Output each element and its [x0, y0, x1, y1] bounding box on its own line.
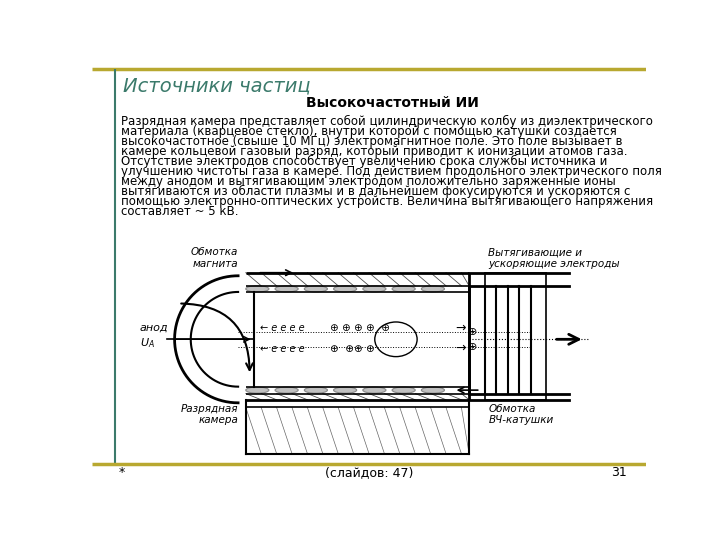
Text: ⊕ ⊕ ⊕ ⊕  ⊕: ⊕ ⊕ ⊕ ⊕ ⊕	[330, 323, 390, 333]
Text: Разрядная
камера: Разрядная камера	[181, 403, 238, 425]
Text: 31: 31	[611, 467, 627, 480]
Ellipse shape	[333, 286, 356, 292]
Text: высокочастотное (свыше 10 МГц) электромагнитное поле. Это поле вызывает в: высокочастотное (свыше 10 МГц) электрома…	[121, 135, 623, 148]
Text: →: →	[455, 321, 466, 334]
Text: анод: анод	[140, 323, 168, 333]
Text: Отсутствие электродов способствует увеличению срока службы источника и: Отсутствие электродов способствует увели…	[121, 155, 608, 168]
Ellipse shape	[275, 286, 298, 292]
Text: ⊕: ⊕	[468, 327, 477, 336]
Text: ← e e e e: ← e e e e	[260, 323, 305, 333]
Text: (слайдов: 47): (слайдов: 47)	[325, 467, 413, 480]
Text: →: →	[455, 342, 466, 355]
Ellipse shape	[421, 286, 444, 292]
Text: камере кольцевой газовый разряд, который приводит к ионизации атомов газа.: камере кольцевой газовый разряд, который…	[121, 145, 628, 158]
Ellipse shape	[305, 387, 328, 393]
Text: $U_A$: $U_A$	[140, 336, 155, 350]
Text: материала (кварцевое стекло), внутри которой с помощью катушки создается: материала (кварцевое стекло), внутри кот…	[121, 125, 617, 138]
Text: Обмотка
магнита: Обмотка магнита	[191, 247, 238, 269]
Ellipse shape	[363, 387, 386, 393]
Text: вытягиваются из области плазмы и в дальнейшем фокусируются и ускоряются с: вытягиваются из области плазмы и в дальн…	[121, 185, 631, 198]
Text: Источники частиц: Источники частиц	[122, 77, 310, 96]
Ellipse shape	[392, 387, 415, 393]
Ellipse shape	[246, 286, 269, 292]
Ellipse shape	[333, 387, 356, 393]
Text: Обмотка
ВЧ-катушки: Обмотка ВЧ-катушки	[488, 403, 554, 425]
Text: ⊕  ⊕⊕ ⊕: ⊕ ⊕⊕ ⊕	[330, 343, 375, 354]
Text: Разрядная камера представляет собой цилиндрическую колбу из диэлектрического: Разрядная камера представляет собой цили…	[121, 115, 653, 128]
Text: Вытягивающие и
ускоряющие электроды: Вытягивающие и ускоряющие электроды	[488, 247, 620, 269]
Ellipse shape	[421, 387, 444, 393]
Text: составляет ~ 5 кВ.: составляет ~ 5 кВ.	[121, 205, 238, 218]
FancyArrowPatch shape	[181, 303, 253, 370]
Ellipse shape	[392, 286, 415, 292]
Ellipse shape	[363, 286, 386, 292]
Ellipse shape	[305, 286, 328, 292]
Text: ⊕: ⊕	[468, 342, 477, 352]
Ellipse shape	[246, 387, 269, 393]
Text: ← e e e e: ← e e e e	[260, 343, 305, 354]
Text: между анодом и вытягивающим электродом положительно заряженные ионы: между анодом и вытягивающим электродом п…	[121, 175, 616, 188]
Text: Высокочастотный ИИ: Высокочастотный ИИ	[306, 96, 479, 110]
Text: *: *	[119, 467, 125, 480]
Text: помощью электронно-оптических устройств. Величина вытягивающего напряжения: помощью электронно-оптических устройств.…	[121, 195, 653, 208]
Text: улучшению чистоты газа в камере. Под действием продольного электрического поля: улучшению чистоты газа в камере. Под дей…	[121, 165, 662, 178]
Ellipse shape	[275, 387, 298, 393]
